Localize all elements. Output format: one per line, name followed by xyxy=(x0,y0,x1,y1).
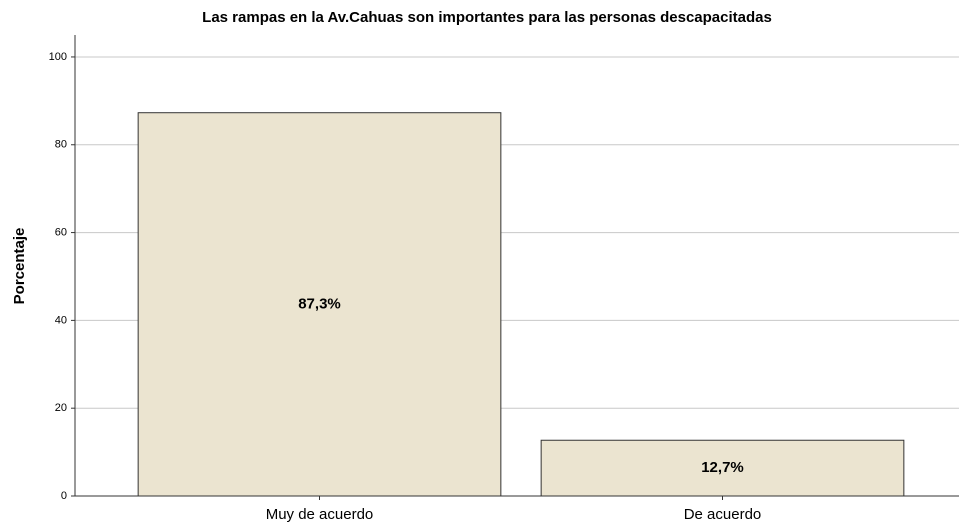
y-tick-label: 20 xyxy=(55,402,67,414)
chart-title: Las rampas en la Av.Cahuas son important… xyxy=(202,9,772,26)
y-tick-label: 0 xyxy=(61,490,67,502)
y-tick-label: 80 xyxy=(55,139,67,151)
value-label: 12,7% xyxy=(701,459,744,476)
x-tick-label: Muy de acuerdo xyxy=(266,506,374,523)
value-label: 87,3% xyxy=(298,295,341,312)
bar xyxy=(540,439,905,497)
bar xyxy=(137,112,502,497)
y-tick-label: 60 xyxy=(55,226,67,238)
y-tick-label: 40 xyxy=(55,314,67,326)
x-tick-label: De acuerdo xyxy=(684,506,762,523)
y-axis-label: Porcentaje xyxy=(11,228,28,305)
y-tick-label: 100 xyxy=(49,51,67,63)
